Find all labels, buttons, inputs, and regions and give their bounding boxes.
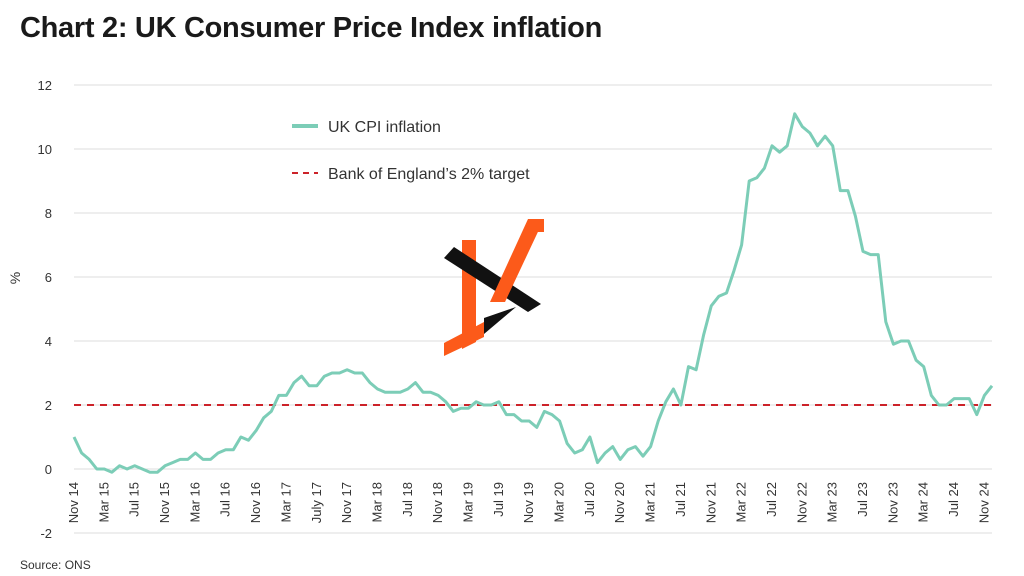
x-tick-label: Mar 20 [552,482,567,522]
x-tick-label: Nov 21 [703,482,718,523]
x-tick-label: July 17 [309,482,324,523]
cpi-line [72,112,994,474]
x-tick-label: Nov 23 [885,482,900,523]
y-tick-label: 6 [45,270,52,285]
x-tick-label: Mar 19 [461,482,476,522]
x-tick-label: Jul 19 [491,482,506,517]
gridlines [74,84,992,534]
x-tick-label: Jul 16 [218,482,233,517]
x-tick-label: Mar 22 [734,482,749,522]
x-tick-label: Jul 22 [764,482,779,517]
x-tick-label: Mar 24 [916,482,931,522]
x-tick-label: Jul 20 [582,482,597,517]
x-tick-label: Jul 24 [946,482,961,517]
x-tick-label: Nov 20 [612,482,627,523]
y-axis-label: % [7,272,23,284]
x-tick-label: Mar 17 [278,482,293,522]
x-tick-label: Nov 22 [794,482,809,523]
legend-label-target: Bank of England’s 2% target [328,166,530,183]
x-tick-label: Jul 15 [127,482,142,517]
x-tick-label: Mar 21 [643,482,658,522]
x-tick-label: Nov 18 [430,482,445,523]
x-tick-label: Mar 16 [187,482,202,522]
x-axis-ticks: Nov 14 Mar 15 Jul 15 Nov 15 Mar 16 Jul 16 Nov … [66,482,991,523]
x-tick-label: Nov 16 [248,482,263,523]
x-tick-label: Mar 18 [370,482,385,522]
y-tick-label: 8 [45,206,52,221]
y-tick-label: 2 [45,398,52,413]
x-tick-label: Jul 23 [855,482,870,517]
x-tick-label: Nov 14 [66,482,81,523]
legend-label-cpi: UK CPI inflation [328,119,441,136]
legend: UK CPI inflation Bank of England’s 2% ta… [292,119,530,183]
x-tick-label: Nov 15 [157,482,172,523]
source-note: Source: ONS [20,558,91,572]
y-tick-label: 12 [38,78,52,93]
x-tick-label: Mar 23 [825,482,840,522]
x-tick-label: Mar 15 [96,482,111,522]
y-tick-label: 10 [38,142,52,157]
x-tick-label: Jul 21 [673,482,688,517]
watermark-logo-icon [444,219,544,356]
y-tick-label: 4 [45,334,52,349]
x-tick-label: Nov 24 [976,482,991,523]
chart-title: Chart 2: UK Consumer Price Index inflati… [20,12,602,44]
y-tick-label: 0 [45,462,52,477]
y-axis-ticks: -2 0 2 4 6 8 10 12 [38,78,52,541]
x-tick-label: Nov 19 [521,482,536,523]
y-tick-label: -2 [40,526,52,541]
x-tick-label: Jul 18 [400,482,415,517]
x-tick-label: Nov 17 [339,482,354,523]
